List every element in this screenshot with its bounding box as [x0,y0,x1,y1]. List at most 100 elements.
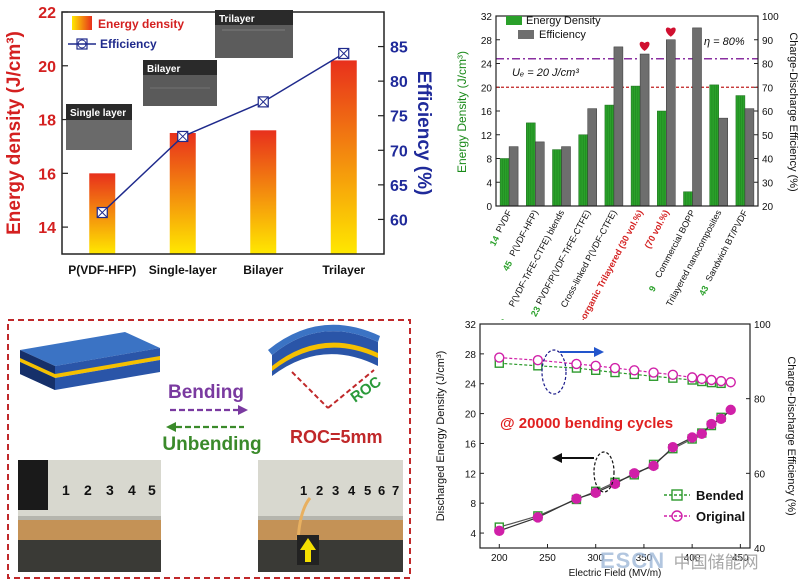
y-tick-label: 4 [470,529,476,540]
x-tick-ref: 23 [529,305,543,319]
energy-bar [250,130,277,254]
x-tick-label: 200 [491,553,508,564]
up-arrow-icon [300,538,316,562]
legend-swatch-efficiency [518,30,534,39]
legend-label-energy: Energy Density [526,15,601,27]
bended-energy-line [499,416,722,528]
y2-tick-label: 70 [762,83,774,94]
x-tick-label: P(VDF-HFP) [68,263,136,277]
y2-tick-label: 100 [754,320,771,331]
efficiency-group-circle [541,349,567,395]
original-energy-point [696,428,707,439]
original-energy-point [571,493,582,504]
y-axis-label: Discharged Energy Density (J/cm³) [435,351,447,522]
legend-label-original: Original [696,509,745,524]
y-tick-label: 28 [465,350,477,361]
original-efficiency-point [696,373,707,385]
energy-bar [657,110,667,207]
bending-arrowhead [238,405,248,415]
y2-tick-label: 60 [754,469,766,480]
legend-swatch-energy [72,16,92,30]
original-efficiency-point [715,375,727,387]
x-tick-label: 300 [587,553,604,564]
energy-threshold-label: Uₑ = 20 J/cm³ [512,67,579,79]
x-tick-label: Bilayer [243,263,283,277]
bending-cycles-chart: 200 250 300 350 400 450 4 8 12 16 20 24 28 32 40 60 80 10… [435,320,797,579]
efficiency-marker-cross [177,131,189,142]
watermark: ESCN 中国储能网 [600,548,796,576]
comparison-chart: 0 4 8 12 16 20 24 28 32 20 30 40 50 60 70 80 90 100 PVDF14… [455,12,799,335]
ruler-digit: 7 [392,483,399,498]
x-tick-label: 250 [539,553,556,564]
inset-label: Single layer [70,108,126,119]
y-tick-label: 12 [465,469,477,480]
original-efficiency-point [725,377,736,388]
efficiency-bar [587,108,597,207]
panel-bottom-right: 200 250 300 350 400 450 4 8 12 16 20 24 28 32 40 60 80 10… [428,306,800,581]
y-tick-label: 12 [481,131,493,142]
energy-bar [578,134,588,207]
right-arrowhead [594,347,604,357]
y-tick-label: 16 [38,166,56,183]
plot-frame [479,323,751,549]
y-tick-label: 0 [486,202,492,213]
energy-bar [499,158,510,207]
efficiency-marker-cross [96,207,108,218]
y-axis-label: Energy Density (J/cm³) [455,51,469,173]
efficiency-bar [744,108,755,207]
ruler-digit: 5 [148,482,156,498]
x-tick-label: PVDF [494,208,514,234]
x-tick-label: 450 [732,553,749,564]
ruler-digit: 1 [62,482,70,498]
y2-tick-label: 90 [762,36,774,47]
y2-tick-label: 60 [762,107,774,118]
energy-bar [604,104,615,207]
y-tick-label: 28 [481,36,493,47]
efficiency-bar [535,141,545,207]
y-axis-label: Energy density (J/cm³) [4,31,25,235]
efficiency-marker-cross [338,48,350,59]
y-tick-label: 16 [481,107,493,118]
x-tick-ref: 43 [697,284,711,298]
efficiency-bar [692,27,702,207]
efficiency-bar [718,117,728,207]
x-tick-label: Single-layer [149,263,217,277]
original-energy-point [590,487,601,498]
x-tick-ref: 9 [647,284,658,293]
y2-tick-label: 40 [754,544,766,555]
efficiency-line [101,52,345,214]
efficiency-point [338,47,350,60]
legend-label-efficiency: Efficiency [100,37,157,51]
original-efficiency-point [706,374,717,386]
unbending-label: Unbending [162,434,261,455]
efficiency-bar [508,146,519,207]
original-efficiency-point [667,369,679,380]
y-tick-label: 14 [38,220,56,237]
y-tick-label: 32 [481,12,493,23]
y-tick-label: 8 [470,499,476,510]
bending-illustration: ROC ROC=5mm Bending Unbending 1 2 3 4 5 … [7,319,411,579]
y2-tick-label: 80 [762,60,774,71]
efficiency-point [96,206,108,219]
x-tick-label: 350 [636,553,653,564]
energy-bar [552,149,562,207]
y2-axis-label: Charge-Discharge Efficiency (%) [787,32,799,191]
efficiency-threshold-label: η = 80% [704,36,745,48]
y2-tick-label: 20 [762,202,774,213]
y2-tick-label: 85 [390,40,408,57]
efficiency-bar [561,146,571,207]
y-tick-label: 32 [465,320,477,331]
unbending-arrowhead [166,422,176,432]
original-efficiency-point [629,365,640,376]
dashed-frame [7,319,411,579]
y2-tick-label: 65 [390,178,408,195]
y-tick-label: 20 [38,59,56,76]
original-efficiency-point [590,360,601,372]
original-efficiency-point [648,367,659,378]
y-tick-label: 24 [481,60,493,71]
original-energy-point [609,478,621,489]
bending-label: Bending [168,382,244,403]
ruler-digit: 3 [106,482,114,498]
energy-bar [735,95,746,207]
x-tick-ref: 45 [501,259,515,273]
